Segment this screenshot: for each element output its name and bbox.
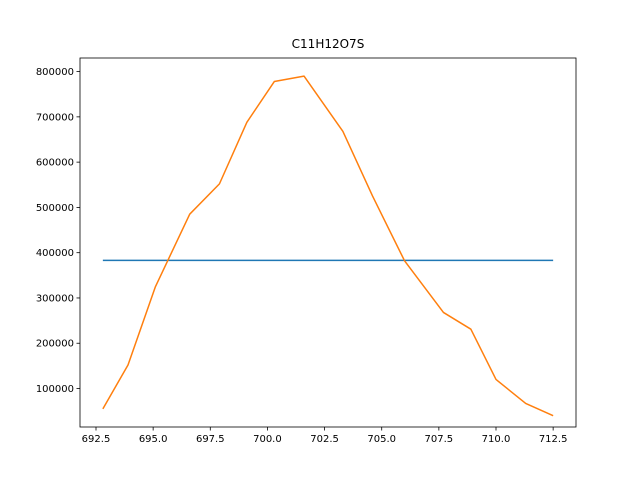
x-axis: 692.5 695.0 697.5 700.0 702.5 705.0 707.5 710.0…: [82, 427, 568, 445]
y-tick-label: 700000: [36, 112, 74, 123]
series-layer: [102, 75, 554, 417]
y-tick-label: 300000: [36, 293, 74, 304]
y-tick-label: 600000: [36, 158, 74, 169]
x-tick-label: 710.0: [482, 434, 511, 445]
x-tick-label: 712.5: [539, 434, 568, 445]
x-tick-label: 702.5: [310, 434, 339, 445]
y-tick-label: 400000: [36, 248, 74, 259]
x-tick-label: 705.0: [367, 434, 396, 445]
y-tick-label: 200000: [36, 339, 74, 350]
x-tick-label: 697.5: [196, 434, 225, 445]
chart-title: C11H12O7S: [292, 37, 365, 51]
x-tick-label: 692.5: [82, 434, 111, 445]
x-tick-label: 695.0: [139, 434, 168, 445]
x-tick-label: 700.0: [253, 434, 282, 445]
series-line-2: [102, 75, 554, 417]
plot-frame: [79, 57, 577, 428]
y-tick-label: 500000: [36, 203, 74, 214]
y-tick-label: 800000: [36, 67, 74, 78]
x-tick-label: 707.5: [425, 434, 454, 445]
y-tick-label: 100000: [36, 384, 74, 395]
y-axis: 100000 200000 300000 400000 500000 600000 7000…: [36, 67, 80, 395]
